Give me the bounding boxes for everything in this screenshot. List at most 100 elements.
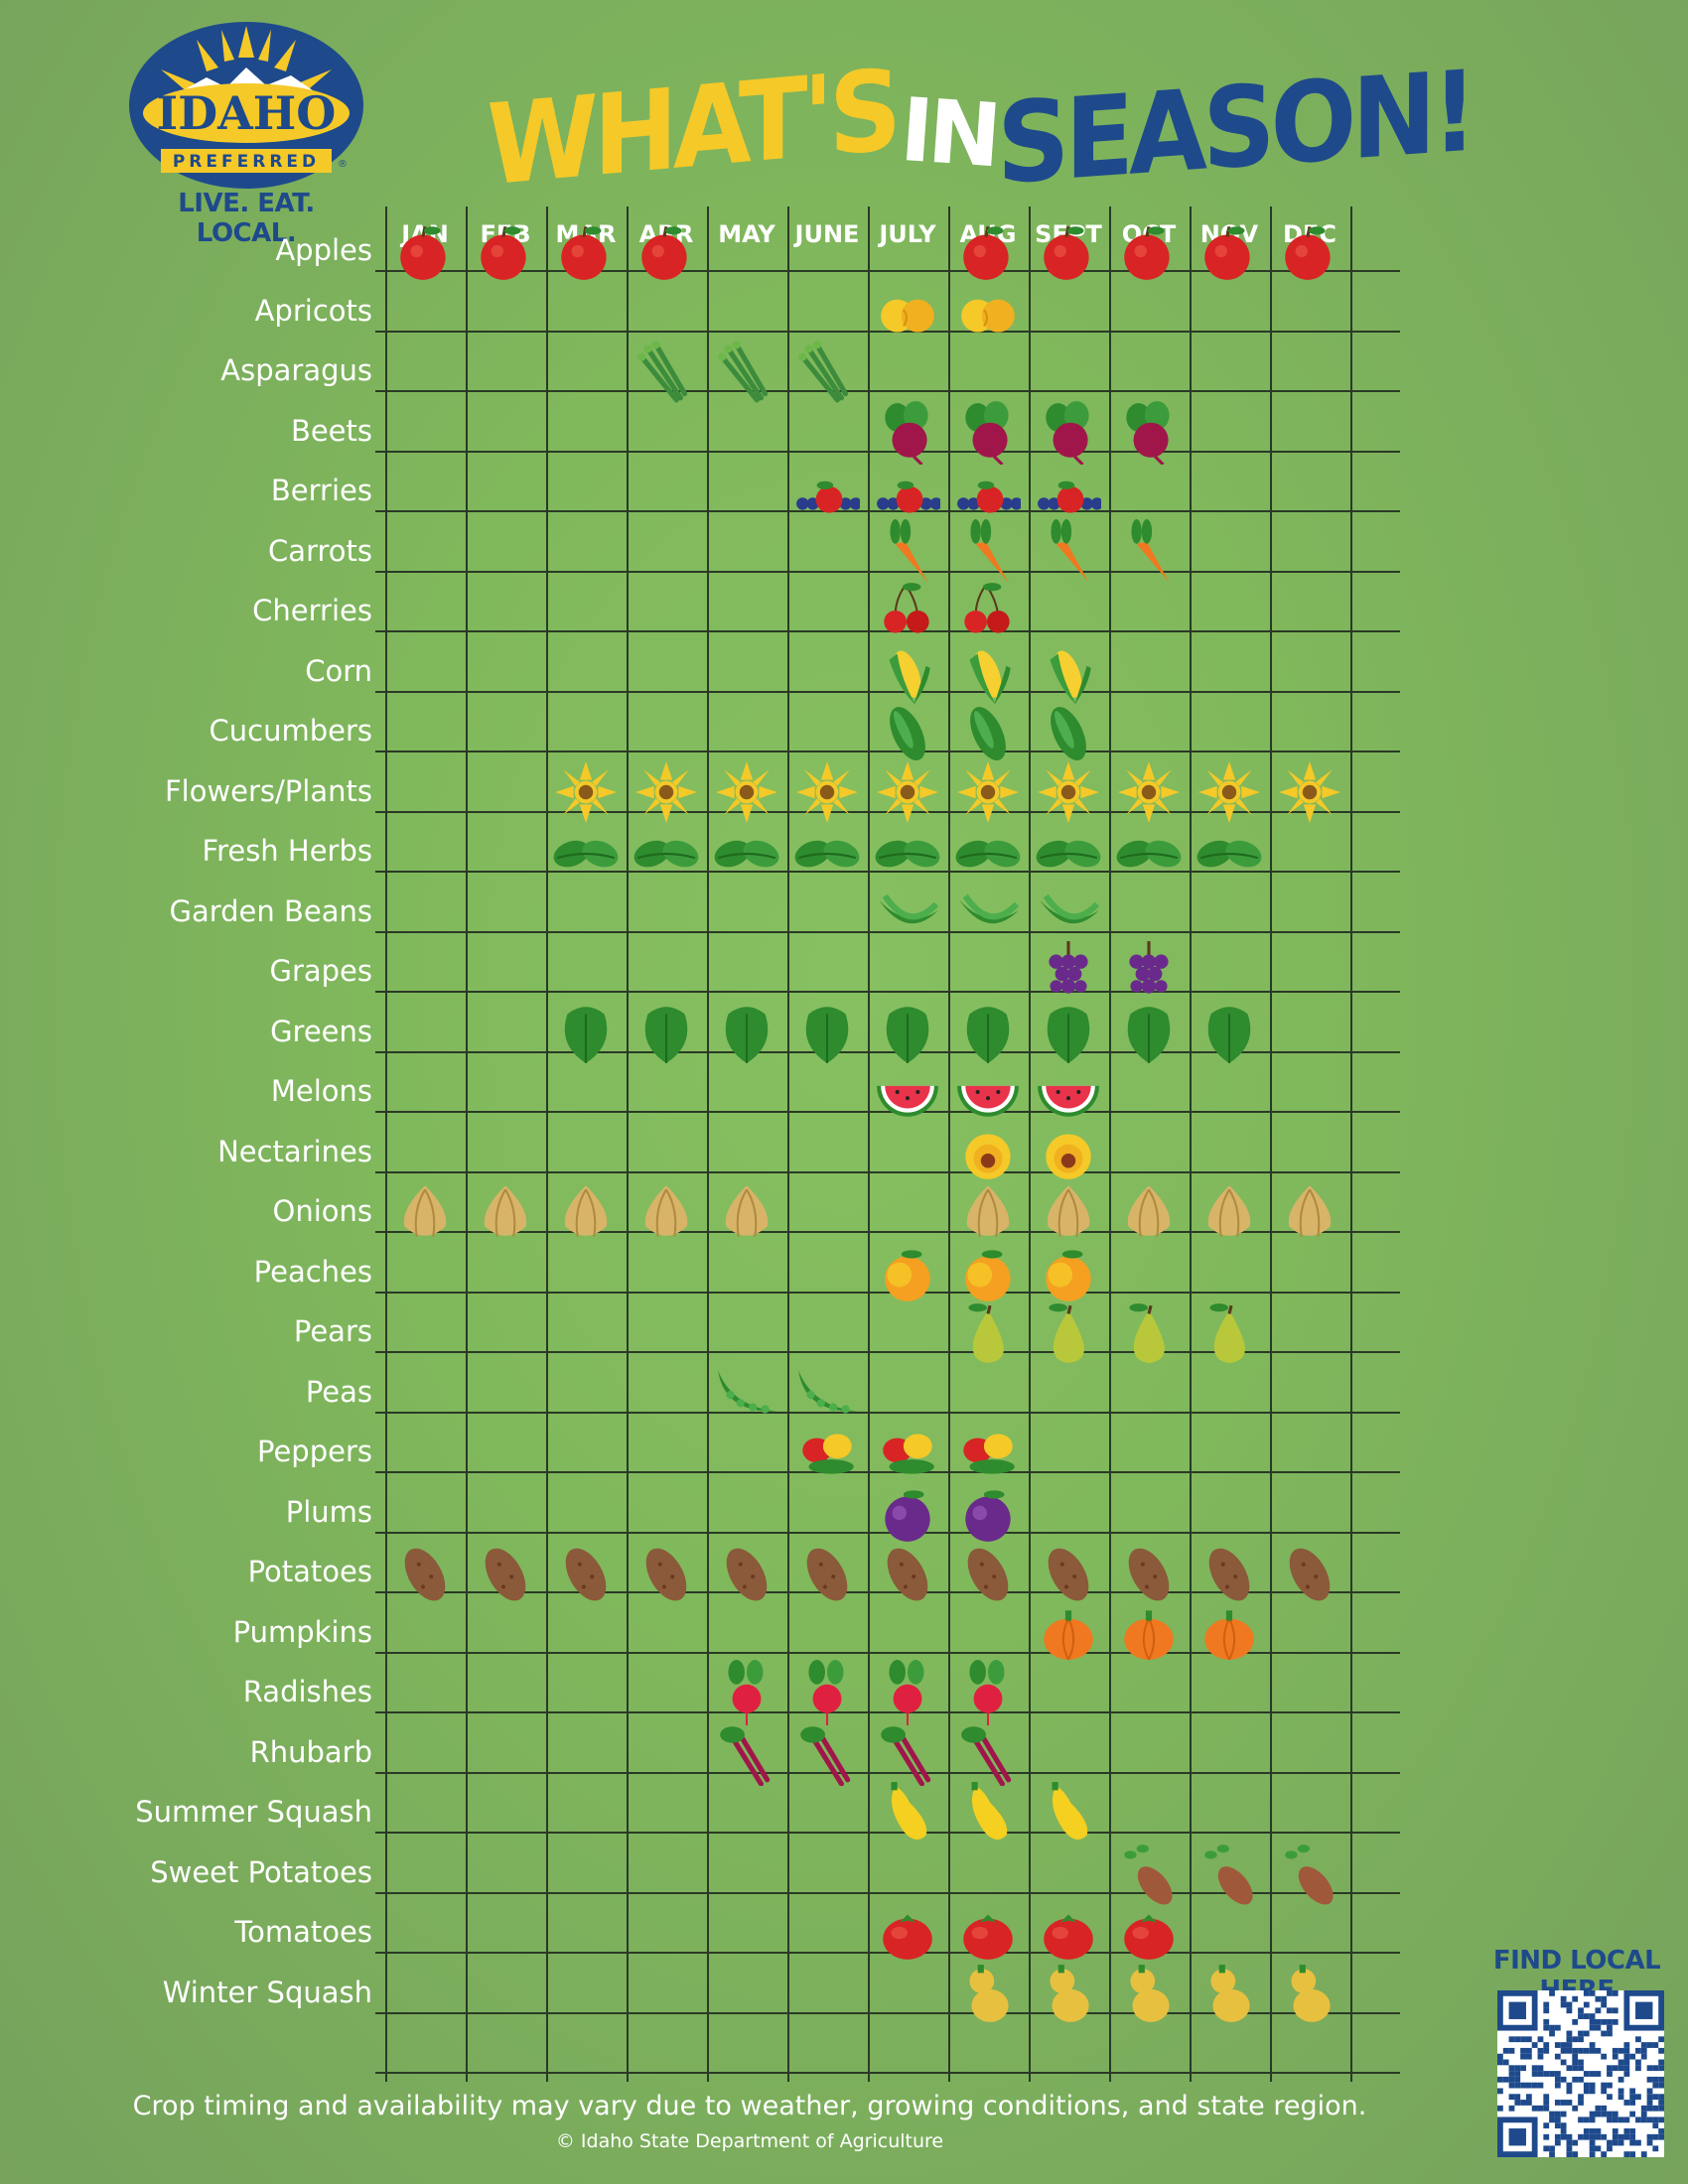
greens-icon	[1116, 1000, 1182, 1065]
beet-icon	[955, 399, 1021, 466]
carrot-icon	[875, 518, 940, 585]
winter-squash-icon	[1196, 1961, 1262, 2026]
asparagus-icon	[714, 339, 779, 404]
qr-code[interactable]	[1497, 1990, 1664, 2157]
rhubarb-icon	[955, 1720, 1021, 1787]
beet-icon	[1116, 399, 1182, 466]
onion-icon	[633, 1179, 699, 1245]
registered-mark: ®	[338, 159, 348, 170]
onion-icon	[1277, 1179, 1342, 1245]
summer-squash-icon	[1036, 1780, 1101, 1845]
flower-icon	[633, 759, 699, 825]
apple-icon	[1277, 218, 1342, 284]
bean-icon	[955, 880, 1021, 945]
crop-label: Peas	[305, 1374, 372, 1409]
apricot-icon	[875, 279, 940, 344]
bean-icon	[875, 880, 940, 945]
cucumber-icon	[955, 699, 1021, 764]
pepper-icon	[875, 1420, 940, 1485]
tomato-icon	[1116, 1900, 1182, 1966]
carrot-icon	[955, 518, 1021, 585]
crop-label: Onions	[272, 1194, 373, 1228]
apple-icon	[633, 218, 699, 284]
winter-squash-icon	[955, 1961, 1021, 2026]
grid-row-line	[375, 1111, 1400, 1113]
apple-icon	[392, 218, 458, 284]
grid-row-line	[375, 1291, 1400, 1294]
rhubarb-icon	[794, 1720, 860, 1787]
corn-icon	[875, 639, 940, 705]
melon-icon	[875, 1059, 940, 1125]
apple-icon	[553, 218, 619, 284]
herb-icon	[875, 819, 940, 885]
greens-icon	[955, 1000, 1021, 1065]
tomato-icon	[1036, 1900, 1101, 1966]
grid-row-line	[375, 991, 1400, 993]
greens-icon	[714, 1000, 779, 1065]
potato-icon	[1196, 1540, 1262, 1605]
cherry-icon	[955, 579, 1021, 644]
cucumber-icon	[875, 699, 940, 764]
greens-icon	[633, 1000, 699, 1065]
greens-icon	[1196, 1000, 1262, 1065]
potato-icon	[633, 1540, 699, 1605]
grid-column-line	[466, 206, 468, 2082]
carrot-icon	[1116, 518, 1182, 585]
asparagus-icon	[633, 339, 699, 404]
potato-icon	[392, 1540, 458, 1605]
potato-icon	[1116, 1540, 1182, 1605]
month-header: JUNE	[794, 220, 860, 248]
grid-row-line	[375, 1771, 1400, 1774]
tomato-icon	[955, 1900, 1021, 1966]
grid-row-line	[375, 450, 1400, 453]
apple-icon	[1036, 218, 1101, 284]
flower-icon	[1116, 759, 1182, 825]
logo-word: IDAHO	[157, 86, 337, 140]
onion-icon	[714, 1179, 779, 1245]
herb-icon	[1116, 819, 1182, 885]
rhubarb-icon	[714, 1720, 779, 1787]
peach-icon	[875, 1240, 940, 1305]
flower-icon	[875, 759, 940, 825]
flower-icon	[553, 759, 619, 825]
grid-row-line	[375, 1170, 1400, 1173]
radish-icon	[955, 1660, 1021, 1725]
grid-column-line	[948, 206, 950, 2082]
crop-label: Melons	[270, 1074, 372, 1108]
grid-column-line	[546, 206, 548, 2082]
grid-row-line	[375, 1832, 1400, 1834]
crop-label: Rhubarb	[249, 1734, 372, 1769]
idaho-preferred-emblem: IDAHO PREFERRED ®	[129, 22, 363, 189]
pumpkin-icon	[1116, 1600, 1182, 1666]
crop-label: Winter Squash	[162, 1975, 372, 2009]
summer-squash-icon	[875, 1780, 940, 1845]
month-header: JULY	[879, 220, 936, 248]
crop-label: Apples	[275, 233, 372, 267]
grid-column-line	[868, 206, 870, 2082]
pepper-icon	[794, 1420, 860, 1485]
melon-icon	[955, 1059, 1021, 1125]
crop-label: Peppers	[257, 1434, 372, 1468]
grid-row-line	[375, 570, 1400, 573]
beet-icon	[875, 399, 940, 466]
grid-row-line	[375, 930, 1400, 933]
availability-note: Crop timing and availability may vary du…	[132, 2091, 1367, 2121]
crop-label: Greens	[270, 1014, 372, 1048]
grid-column-line	[1190, 206, 1192, 2082]
onion-icon	[1116, 1179, 1182, 1245]
pear-icon	[1116, 1299, 1182, 1365]
plum-icon	[875, 1480, 940, 1546]
sweet-potato-icon	[1277, 1841, 1342, 1906]
herb-icon	[553, 819, 619, 885]
asparagus-icon	[794, 339, 860, 404]
qr-code-image	[1497, 1990, 1664, 2157]
apple-icon	[1116, 218, 1182, 284]
pumpkin-icon	[1196, 1600, 1262, 1666]
grid-row-line	[375, 1231, 1400, 1233]
crop-label: Peaches	[253, 1254, 372, 1289]
crop-label: Grapes	[269, 954, 372, 988]
crop-label: Corn	[305, 653, 372, 688]
flower-icon	[1036, 759, 1101, 825]
crop-label: Nectarines	[217, 1134, 372, 1168]
